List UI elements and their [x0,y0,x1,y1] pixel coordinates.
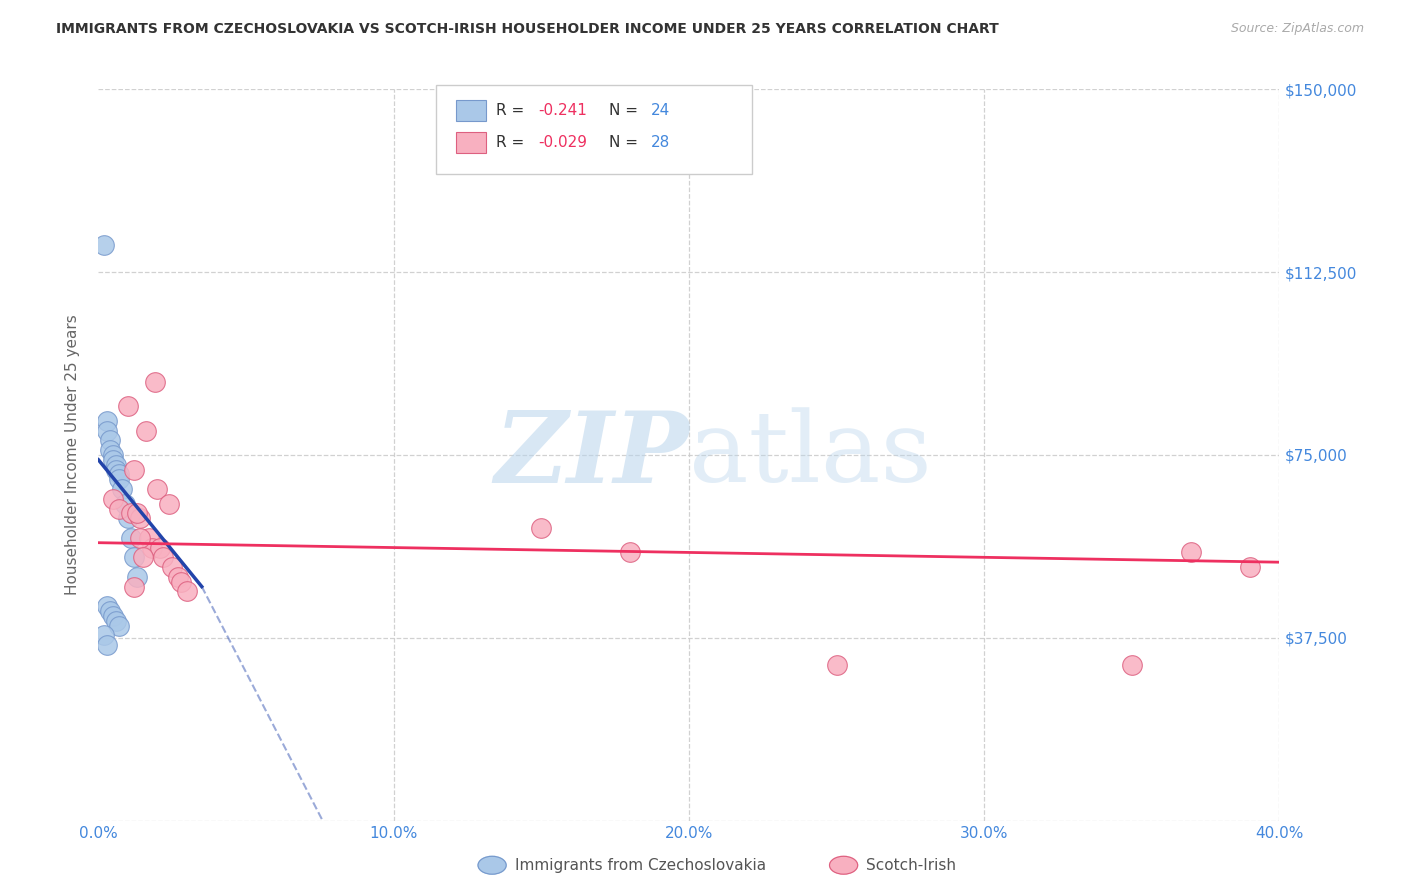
Point [103,608,125,623]
Point [825,657,848,672]
Text: Scotch-Irish: Scotch-Irish [866,858,956,872]
Point [103,491,125,506]
Point [149,541,172,555]
Point [108,501,131,516]
Point [98,434,121,448]
Point [132,550,155,565]
Text: N =: N = [609,136,643,150]
Point [167,570,190,584]
Text: atlas: atlas [689,407,932,503]
Point [93,238,115,252]
Point [619,545,641,559]
Point [128,511,150,525]
Text: R =: R = [496,136,530,150]
Text: ZIP: ZIP [494,407,689,503]
Point [162,560,183,574]
Point [125,507,148,521]
Point [111,482,134,496]
Point [103,448,125,462]
Point [120,531,142,545]
Point [125,570,148,584]
Text: Source: ZipAtlas.com: Source: ZipAtlas.com [1230,22,1364,36]
Text: 28: 28 [651,136,671,150]
Point [117,511,139,525]
Text: Immigrants from Czechoslovakia: Immigrants from Czechoslovakia [515,858,766,872]
Point [96,414,118,428]
Text: IMMIGRANTS FROM CZECHOSLOVAKIA VS SCOTCH-IRISH HOUSEHOLDER INCOME UNDER 25 YEARS: IMMIGRANTS FROM CZECHOSLOVAKIA VS SCOTCH… [56,22,1000,37]
Point [108,467,131,482]
Point [1239,560,1261,574]
Point [120,507,142,521]
Point [122,462,145,476]
Point [108,472,131,486]
Text: -0.241: -0.241 [538,103,588,118]
Point [114,497,136,511]
Point [108,618,131,632]
Text: R =: R = [496,103,530,118]
Point [96,599,118,613]
Point [1180,545,1202,559]
Text: N =: N = [609,103,643,118]
Point [1121,657,1143,672]
Point [157,497,180,511]
Point [122,550,145,565]
Point [103,452,125,467]
Point [96,424,118,438]
Point [93,628,115,642]
Point [530,521,553,535]
Point [152,550,174,565]
Point [122,580,145,594]
Point [105,458,128,472]
Point [96,638,118,652]
Point [176,584,198,599]
Point [138,531,160,545]
Point [98,604,121,618]
Point [105,614,128,628]
Point [135,424,157,438]
Point [141,541,163,555]
Point [117,399,139,413]
Point [170,574,193,589]
Point [143,375,166,389]
Text: 24: 24 [651,103,671,118]
Point [146,482,169,496]
Text: -0.029: -0.029 [538,136,588,150]
Point [128,531,150,545]
Point [98,443,121,458]
Y-axis label: Householder Income Under 25 years: Householder Income Under 25 years [65,315,80,595]
Point [105,462,128,476]
